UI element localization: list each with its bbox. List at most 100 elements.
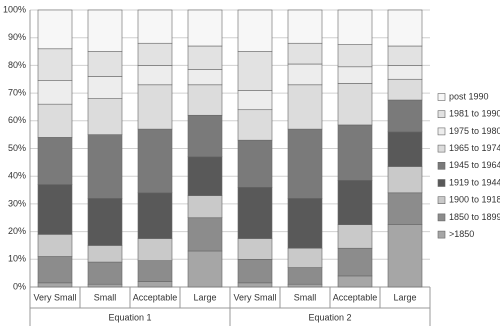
bar-segment [187, 84, 223, 116]
legend-label: 1900 to 1918 [449, 195, 500, 205]
bar-segment [337, 66, 373, 84]
bar-segment [87, 198, 123, 246]
y-tick-label: 40% [8, 171, 26, 181]
bar-segment [237, 186, 273, 239]
y-tick-label: 80% [8, 60, 26, 70]
bar-segment [337, 275, 373, 288]
y-tick-label: 90% [8, 32, 26, 42]
bar-segment [337, 124, 373, 181]
bar-segment [37, 234, 73, 257]
x-tick-label: Acceptable [333, 292, 378, 302]
legend-swatch [437, 230, 446, 239]
bar-segment [237, 51, 273, 91]
x-tick-label: Small [94, 292, 117, 302]
legend-swatch [437, 196, 446, 204]
legend-label: 1975 to 1980 [449, 126, 500, 136]
bar-segment [287, 247, 323, 268]
legend-swatch [437, 144, 446, 153]
legend-swatch [437, 110, 446, 118]
bar-segment [37, 184, 73, 235]
bar-segment [237, 258, 273, 284]
bar-segment [37, 80, 73, 105]
bar-segment [387, 65, 423, 80]
bar-segment [137, 65, 173, 86]
bar-segment [387, 166, 423, 194]
legend-swatch [437, 162, 446, 170]
legend-label: 1965 to 1974 [449, 143, 500, 153]
bar-segment [387, 78, 423, 101]
bar-segment [237, 109, 273, 141]
bar-segment [387, 192, 423, 225]
bar-segment [37, 137, 73, 185]
bar-segment [37, 9, 73, 50]
legend-label: >1850 [449, 229, 474, 239]
legend-label: 1919 to 1944 [449, 177, 500, 187]
bar-segment [137, 84, 173, 130]
bar-segment [187, 156, 223, 196]
y-tick-label: 30% [8, 198, 26, 208]
group-label: Equation 1 [108, 312, 151, 322]
bar-segment [137, 260, 173, 282]
bar-segment [237, 282, 273, 288]
group-label: Equation 2 [308, 312, 351, 322]
bar-segment [387, 131, 423, 167]
bar-segment [87, 283, 123, 288]
bar-segment [337, 44, 373, 68]
bar-segment [87, 134, 123, 199]
bar-segment [37, 256, 73, 284]
bar-segment [137, 238, 173, 261]
bar-segment [87, 261, 123, 285]
legend-label: 1981 to 1990 [449, 109, 500, 119]
y-tick-label: 20% [8, 226, 26, 236]
bar-segment [387, 99, 423, 133]
y-tick-label: 10% [8, 254, 26, 264]
bar-segment [37, 48, 73, 81]
bar-segment [287, 128, 323, 199]
legend-swatch [437, 93, 446, 101]
legend-swatch [437, 127, 446, 136]
bar-segment [287, 198, 323, 249]
bar-segment [287, 283, 323, 288]
bar-segment [187, 114, 223, 158]
y-tick-label: 50% [8, 143, 26, 153]
legend-label: 1945 to 1964 [449, 160, 500, 170]
bar-segment [387, 224, 423, 288]
y-tick-label: 60% [8, 115, 26, 125]
bar-segment [287, 42, 323, 65]
x-tick-label: Large [393, 292, 416, 302]
bar-segment [337, 180, 373, 225]
bar-segment [387, 9, 423, 47]
y-tick-label: 70% [8, 87, 26, 97]
legend-swatch [437, 179, 446, 187]
bar-segment [137, 128, 173, 194]
bar-segment [187, 69, 223, 86]
bar-segment [37, 103, 73, 138]
bar-segment [187, 9, 223, 47]
bar-segment [287, 9, 323, 44]
legend-label: 1850 to 1899 [449, 212, 500, 222]
bar-segment [137, 192, 173, 239]
bar-segment [87, 76, 123, 99]
bar-segment [237, 90, 273, 111]
bar-segment [137, 281, 173, 288]
bar-segment [237, 139, 273, 188]
bar-segment [387, 45, 423, 66]
bar-segment [287, 63, 323, 86]
bar-segment [337, 224, 373, 249]
bar-segment [87, 245, 123, 263]
x-tick-label: Small [294, 292, 317, 302]
x-tick-label: Very Small [233, 292, 276, 302]
bar-segment [187, 217, 223, 252]
x-tick-label: Very Small [33, 292, 76, 302]
bar-segment [237, 238, 273, 260]
bar-segment [87, 51, 123, 77]
bar-segment [137, 9, 173, 44]
bar-segment [87, 9, 123, 52]
y-tick-label: 0% [13, 281, 26, 291]
bar-segment [187, 195, 223, 219]
bar-segment [337, 247, 373, 277]
legend-swatch [437, 213, 446, 222]
x-tick-label: Large [193, 292, 216, 302]
